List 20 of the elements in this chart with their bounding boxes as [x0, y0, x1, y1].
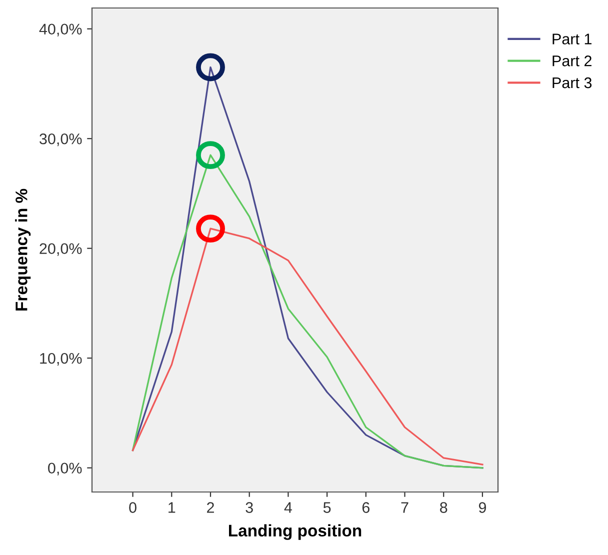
legend-label: Part 3 — [552, 77, 592, 88]
y-tick-label: 30,0% — [40, 133, 82, 146]
x-tick-label: 0 — [129, 502, 136, 513]
y-tick-label: 40,0% — [39, 24, 82, 36]
x-tick-label: 1 — [168, 502, 176, 513]
y-tick-label: 10,0% — [40, 352, 82, 366]
legend-label: Part 1 — [552, 34, 592, 44]
x-tick-label: 7 — [401, 502, 408, 513]
y-tick-label: 0,0% — [48, 462, 82, 476]
x-axis-title: Landing position — [229, 524, 362, 540]
y-tick-label: 20,0% — [40, 243, 82, 256]
x-tick-label: 3 — [246, 502, 253, 513]
y-axis-title: Frequency in % — [15, 188, 31, 310]
x-tick-label: 5 — [323, 502, 331, 513]
x-tick-label: 6 — [362, 502, 370, 513]
x-tick-label: 8 — [440, 502, 448, 513]
x-tick-label: 9 — [478, 502, 486, 513]
legend-label: Part 2 — [552, 56, 592, 66]
x-tick-label: 2 — [207, 502, 214, 513]
x-tick-label: 4 — [284, 502, 292, 513]
